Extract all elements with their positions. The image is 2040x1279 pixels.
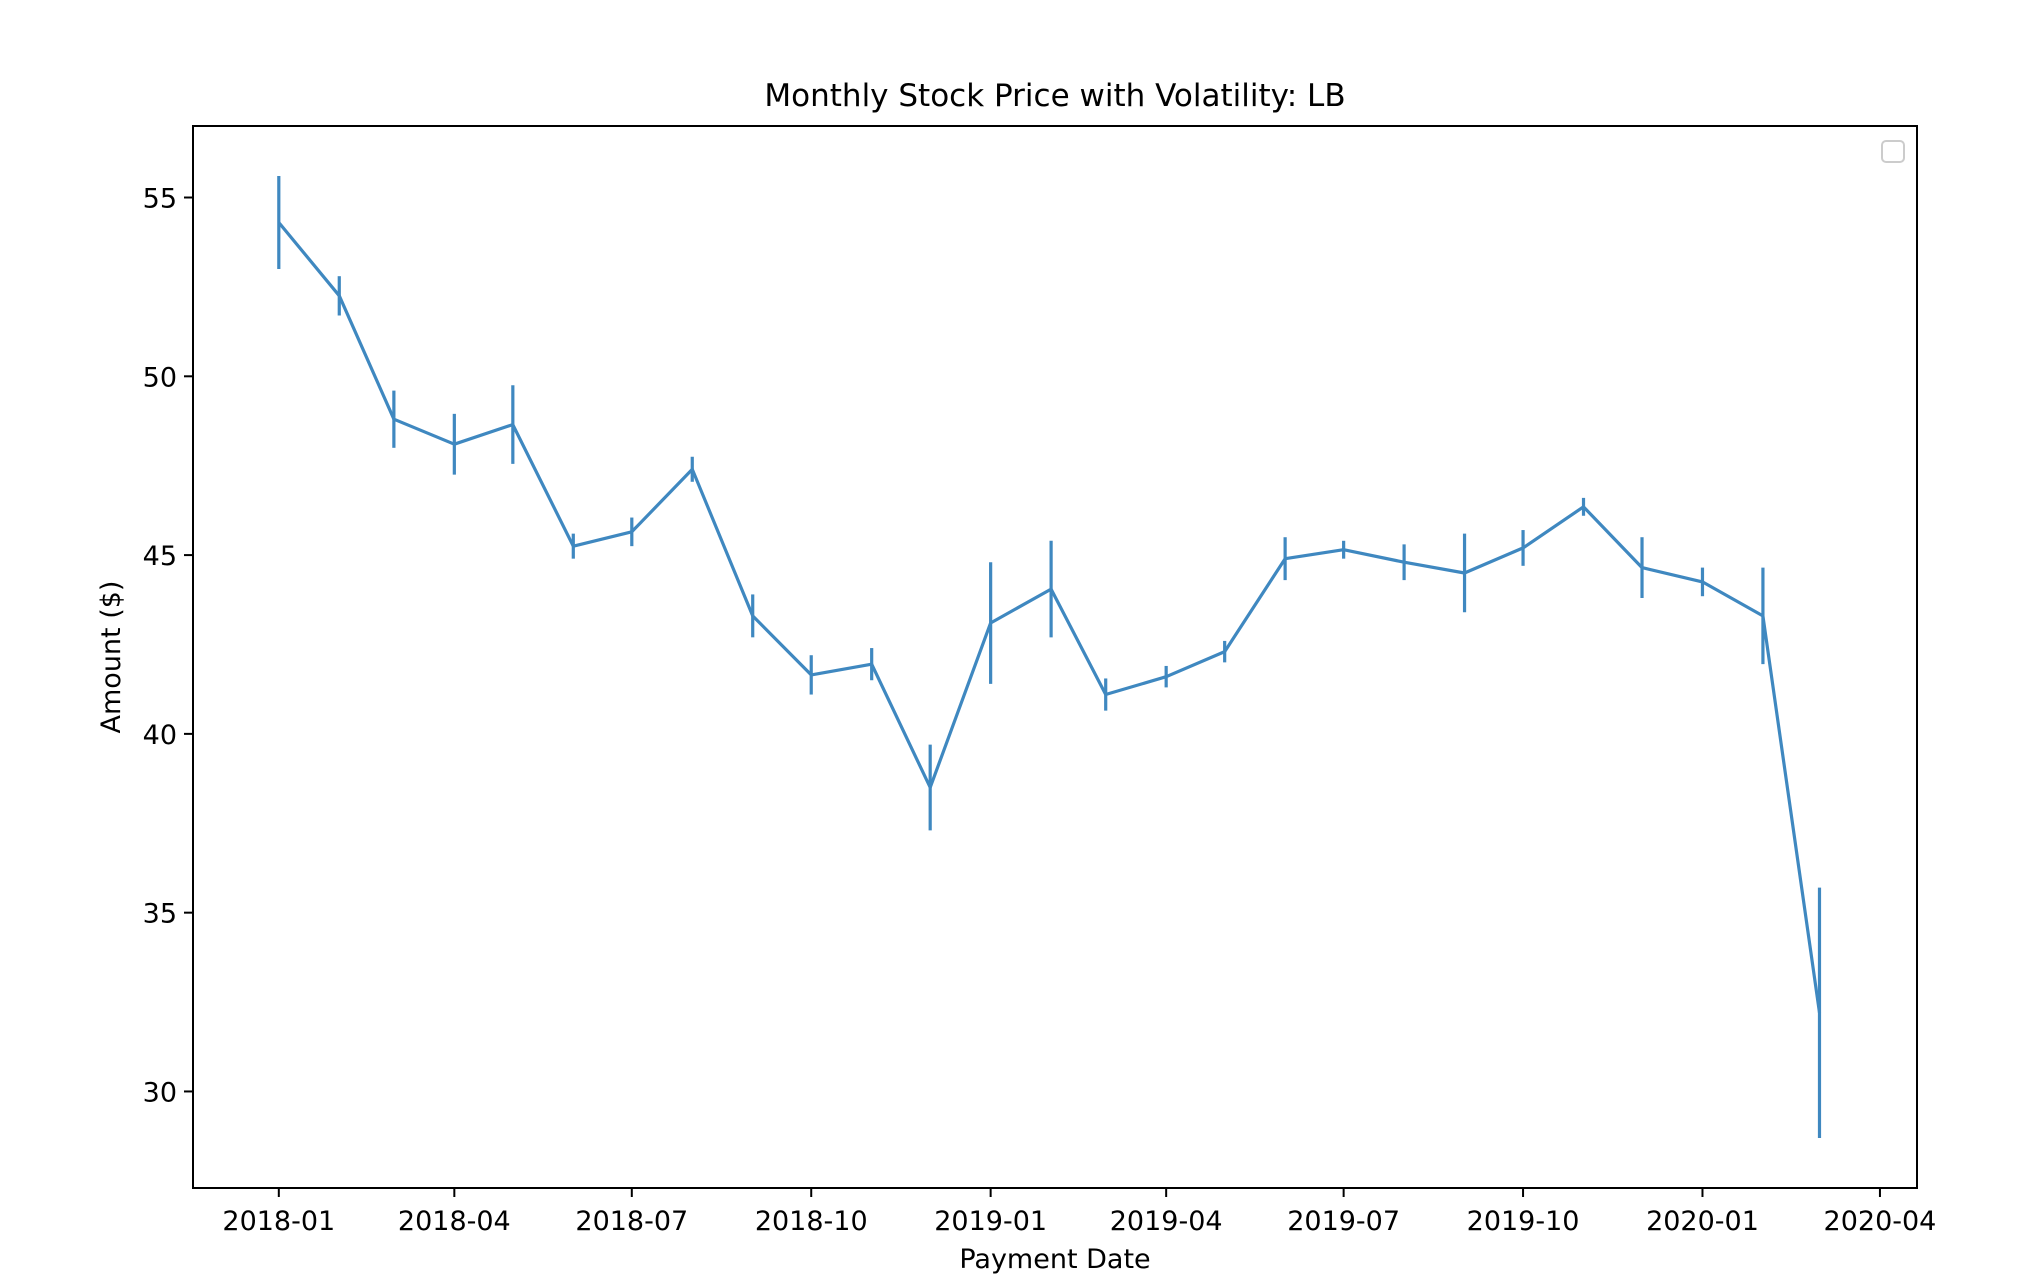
y-tick-label: 50 <box>143 362 177 393</box>
legend-box <box>1881 140 1905 163</box>
x-tick-label: 2019-04 <box>1110 1206 1223 1237</box>
x-tick-label: 2018-10 <box>755 1206 868 1237</box>
x-tick-label: 2018-04 <box>398 1206 511 1237</box>
plot-frame <box>192 125 1918 1189</box>
x-tick-label: 2019-07 <box>1287 1206 1400 1237</box>
x-axis: 2018-01 2018-04 2018-07 2018-10 2019-01 2019-… <box>222 1188 1936 1237</box>
series-line <box>277 221 1822 1014</box>
x-axis-label: Payment Date <box>959 1244 1150 1274</box>
chart-title: Monthly Stock Price with Volatility: LB <box>764 78 1345 114</box>
x-tick-label: 2020-04 <box>1824 1206 1937 1237</box>
x-tick-label: 2020-01 <box>1646 1206 1759 1237</box>
y-tick-label: 30 <box>143 1077 177 1108</box>
x-tick-label: 2019-10 <box>1467 1206 1580 1237</box>
y-tick-label: 45 <box>143 541 177 572</box>
y-axis-label: Amount ($) <box>96 581 127 734</box>
y-axis: 30 35 40 45 50 55 <box>143 184 193 1108</box>
y-tick-label: 35 <box>143 899 177 930</box>
y-tick-label: 55 <box>143 184 177 215</box>
x-tick-label: 2019-01 <box>934 1206 1047 1237</box>
x-tick-label: 2018-01 <box>222 1206 335 1237</box>
y-tick-label: 40 <box>143 720 177 751</box>
x-tick-label: 2018-07 <box>575 1206 688 1237</box>
